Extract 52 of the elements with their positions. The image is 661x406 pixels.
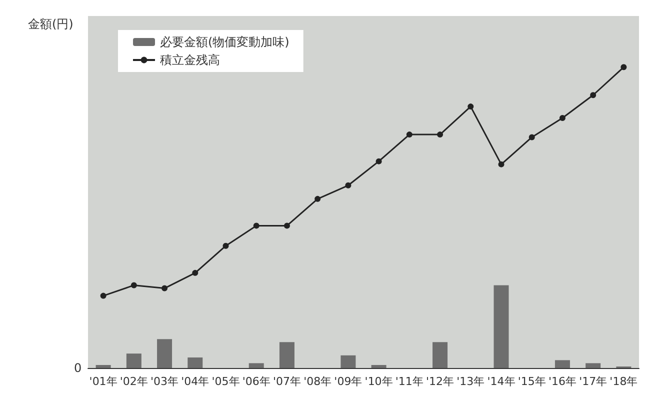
point: [284, 222, 290, 229]
point: [376, 158, 382, 164]
point: [406, 132, 412, 138]
x-tick-label: '03年: [150, 375, 179, 388]
bar: [248, 363, 264, 368]
bar: [157, 339, 172, 368]
x-tick-label: '18年: [610, 375, 638, 388]
bar: [432, 342, 448, 368]
bar: [279, 342, 294, 368]
point: [162, 285, 168, 292]
bar: [494, 285, 509, 368]
point: [559, 114, 566, 121]
bar: [586, 363, 601, 368]
x-tick-label: '14年: [487, 375, 516, 388]
x-tick-label: '02年: [120, 375, 148, 388]
x-tick-label: '10年: [364, 375, 393, 388]
point: [130, 282, 137, 288]
point: [192, 270, 198, 276]
x-tick-label: '01年: [89, 375, 118, 388]
x-tick-label: '17年: [579, 375, 608, 388]
x-tick-label: '07年: [272, 375, 301, 388]
point: [528, 134, 535, 140]
point: [620, 64, 627, 70]
x-tick-label: '15年: [518, 375, 546, 388]
point: [345, 182, 352, 188]
x-tick-label: '12年: [426, 375, 454, 388]
point: [314, 196, 321, 202]
x-tick-label: '13年: [456, 375, 485, 388]
bar: [96, 364, 111, 368]
point: [437, 132, 444, 138]
bar: [126, 354, 142, 368]
x-tick-label: '08年: [304, 375, 332, 388]
point: [498, 161, 504, 168]
point: [100, 292, 106, 299]
bar: [188, 357, 203, 368]
point: [590, 92, 596, 98]
x-tick-label: '04年: [181, 375, 210, 388]
x-tick-label: '09年: [334, 375, 362, 388]
legend-label: 必要金額(物価変動加味): [160, 35, 290, 49]
x-tick-label: '16年: [548, 375, 576, 388]
x-tick-label: '06年: [242, 375, 270, 388]
bar: [554, 360, 570, 368]
x-tick-label: '11年: [395, 375, 424, 388]
x-tick-label: '05年: [212, 375, 240, 388]
bar: [371, 364, 386, 368]
y-axis-title: 金額(円): [28, 17, 74, 31]
point: [468, 104, 474, 110]
bar: [340, 355, 356, 368]
text: 0: [74, 361, 82, 375]
legend-label: 積立金残高: [160, 53, 220, 67]
point: [253, 222, 260, 229]
point: [222, 242, 229, 249]
